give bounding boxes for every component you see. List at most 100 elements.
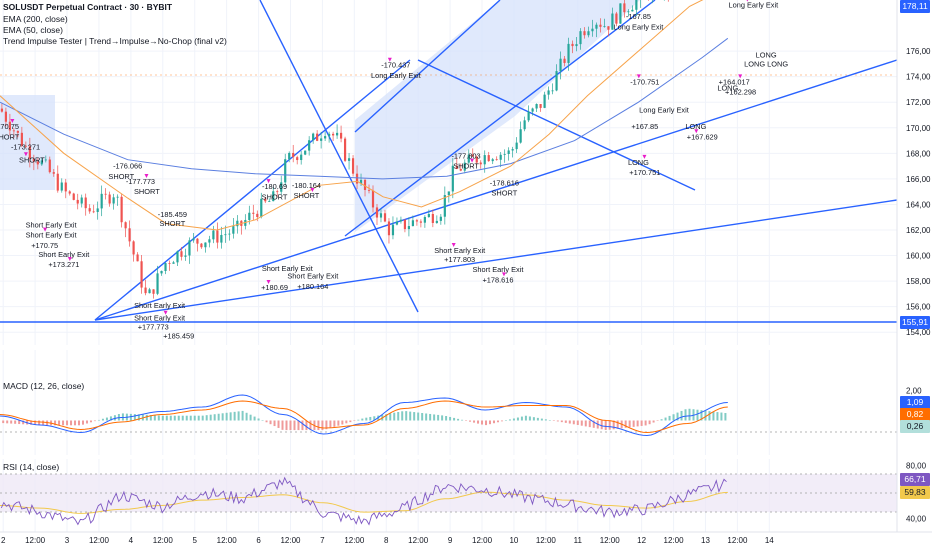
ema200-legend[interactable]: EMA (200, close) xyxy=(3,14,68,24)
candle-body xyxy=(128,228,131,242)
trendline-4[interactable] xyxy=(259,0,419,313)
signal-arrow-marker xyxy=(451,243,456,247)
trendline-7[interactable] xyxy=(354,0,501,133)
trendline-2[interactable] xyxy=(94,59,898,321)
candlesticks[interactable] xyxy=(0,0,725,299)
trendline-6[interactable] xyxy=(417,59,696,191)
macd-hist-bar xyxy=(429,413,432,421)
macd-hist-bar xyxy=(305,420,308,431)
candle-body xyxy=(260,198,263,218)
chart-title: SOLUSDT Perpetual Contract · 30 · BYBIT xyxy=(3,2,173,12)
signal-label: SHORT xyxy=(294,191,320,200)
candle-body xyxy=(152,289,155,294)
candle-body xyxy=(383,213,387,222)
signal-label: SHORT xyxy=(108,172,134,181)
trendline-1[interactable] xyxy=(94,199,898,321)
macd-hist-bar xyxy=(520,416,523,421)
signal-label: Long Early Exit xyxy=(639,105,689,114)
candle-body xyxy=(196,238,199,244)
trendline-3[interactable] xyxy=(94,59,411,321)
candle-body xyxy=(24,145,27,147)
candle-body xyxy=(615,13,618,24)
candle-body xyxy=(379,213,383,218)
signal-arrow-marker xyxy=(694,129,699,134)
signal-arrow-marker xyxy=(738,74,743,79)
candle-body xyxy=(371,190,375,208)
signal-arrow-marker xyxy=(67,257,72,262)
candle-body xyxy=(539,104,542,108)
macd-hist-bar xyxy=(612,420,615,430)
candle-body xyxy=(567,43,570,63)
signal-arrow-marker xyxy=(23,152,28,157)
rsi-pane[interactable] xyxy=(0,473,897,526)
price-tick-label: 156,00 xyxy=(906,303,931,312)
macd-hist-bar xyxy=(78,420,81,426)
candle-body xyxy=(527,111,530,121)
time-axis[interactable]: 2 12:00 3 12:00 4 12:00 5 12:00 6 12:00 7 12:00 8 12:… xyxy=(0,531,932,545)
macd-hist-bar xyxy=(449,416,452,421)
rsi-legend[interactable]: RSI (14, close) xyxy=(3,462,60,472)
time-tick-label: 12:00 xyxy=(25,536,46,545)
candle-body xyxy=(236,220,239,227)
signal-label: -180.69 xyxy=(262,182,287,191)
candle-body xyxy=(343,138,347,161)
signal-label: SHORT xyxy=(19,155,45,164)
macd-hist-bar xyxy=(349,420,352,423)
signal-label: +170.751 xyxy=(629,168,660,177)
time-tick-label: 11 xyxy=(574,536,583,545)
signal-arrow-marker xyxy=(144,174,149,178)
price-axis[interactable]: 176,00 174,00 172,00 170,00 168,00 166,00 164,… xyxy=(896,0,931,532)
price-pane[interactable]: -170.75SHORT-173.271SHORT-176.066SHORT-1… xyxy=(0,0,898,341)
macd-hist-bar xyxy=(301,420,304,431)
macd-line xyxy=(0,394,728,437)
signal-label: -170.437 xyxy=(381,61,410,70)
macd-hist-bar xyxy=(385,414,388,421)
macd-hist-tag: 0,26 xyxy=(900,420,930,433)
time-tick-label: 12:00 xyxy=(153,536,174,545)
candle-body xyxy=(40,160,43,165)
candle-body xyxy=(575,44,578,47)
candle-body xyxy=(523,120,526,130)
macd-hist-bar xyxy=(481,420,484,425)
candle-body xyxy=(0,108,4,112)
signal-arrow-marker xyxy=(43,227,48,232)
macd-hist-bar xyxy=(485,420,488,426)
candle-body xyxy=(635,0,638,10)
macd-hist-bar xyxy=(273,420,276,427)
candle-body xyxy=(168,263,171,264)
candle-body xyxy=(351,158,355,174)
time-tick-label: 8 xyxy=(384,536,389,545)
candle-body xyxy=(36,161,39,165)
price-tick-label: 164,00 xyxy=(906,200,931,209)
macd-hist-bar xyxy=(453,417,456,421)
macd-hist-bar xyxy=(285,420,288,431)
macd-hist-bar xyxy=(297,420,300,431)
candle-body xyxy=(172,262,175,264)
macd-hist-bar xyxy=(173,415,176,421)
macd-hist-bar xyxy=(34,420,37,425)
macd-hist-bar xyxy=(329,420,332,429)
ema50-legend[interactable]: EMA (50, close) xyxy=(3,25,63,35)
macd-hist-bar xyxy=(321,420,324,431)
macd-hist-bar xyxy=(241,410,244,421)
candle-body xyxy=(124,222,127,229)
candle-body xyxy=(92,211,95,213)
candle-body xyxy=(268,201,271,202)
macd-pane[interactable] xyxy=(0,394,897,437)
macd-legend[interactable]: MACD (12, 26, close) xyxy=(3,381,85,391)
macd-hist-bar xyxy=(105,417,108,421)
macd-hist-bar xyxy=(309,420,312,431)
candle-body xyxy=(427,213,430,218)
candle-body xyxy=(208,239,211,243)
macd-hist-bar xyxy=(405,411,408,421)
macd-hist-bar xyxy=(217,413,220,421)
trendline-5[interactable] xyxy=(344,0,656,237)
signal-arrow-marker xyxy=(501,272,506,277)
macd-hist-bar xyxy=(488,420,491,425)
macd-hist-bar xyxy=(496,420,499,423)
candle-body xyxy=(296,157,299,161)
macd-hist-bar xyxy=(604,420,607,430)
indicator-legend[interactable]: Trend Impulse Tester | Trend→Impulse→No-… xyxy=(3,36,227,46)
trendlines[interactable] xyxy=(94,0,898,321)
